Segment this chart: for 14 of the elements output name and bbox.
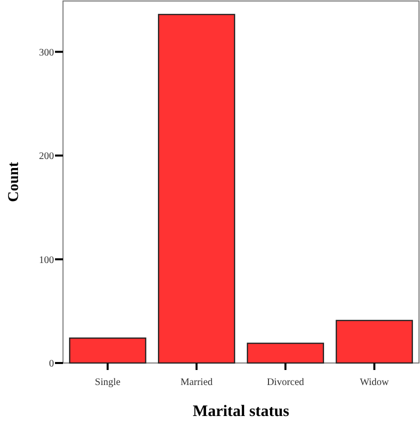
bar <box>158 14 236 364</box>
y-tick-label: 300 <box>39 47 54 58</box>
x-tick-label: Single <box>94 377 122 388</box>
y-tick-label: 200 <box>39 151 54 162</box>
y-tick-label: 100 <box>39 254 54 266</box>
bar <box>246 342 324 364</box>
x-tick-label: Widow <box>360 377 390 388</box>
bar <box>336 320 413 364</box>
y-axis-title: Count <box>6 162 22 202</box>
x-axis-title: Marital status <box>192 403 290 420</box>
y-tick-label: 0 <box>49 358 54 370</box>
x-tick-label: Married <box>180 377 213 388</box>
x-tick-label: Divorced <box>266 377 304 388</box>
bar <box>69 338 146 364</box>
